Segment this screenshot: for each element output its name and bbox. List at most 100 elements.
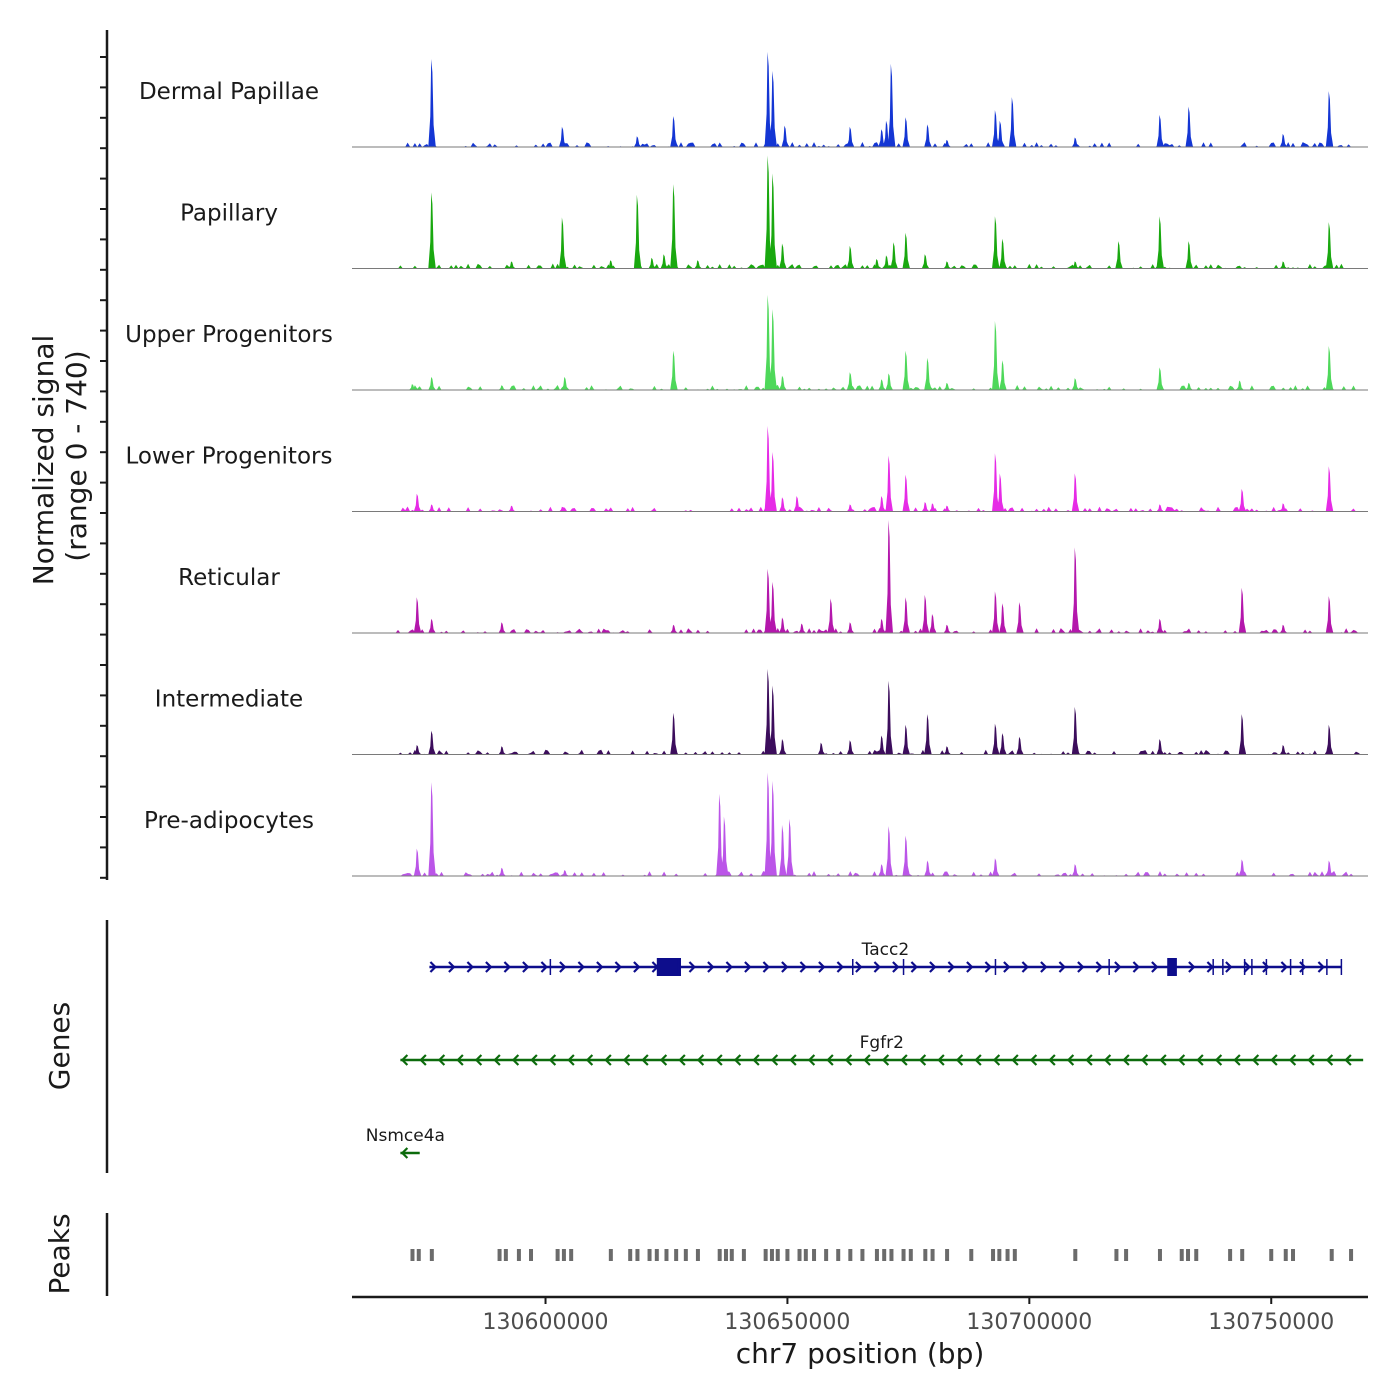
peak-region — [664, 1249, 669, 1261]
track-label: Upper Progenitors — [125, 322, 333, 348]
peak-region — [969, 1249, 974, 1261]
peak-region — [1269, 1249, 1274, 1261]
gene-label: Nsmce4a — [366, 1126, 445, 1146]
peak-region — [1228, 1249, 1233, 1261]
peak-region — [608, 1249, 613, 1261]
peak-region — [874, 1249, 879, 1261]
track-label: Lower Progenitors — [126, 444, 333, 470]
peak-region — [647, 1249, 652, 1261]
peak-region — [945, 1249, 950, 1261]
peak-region — [1073, 1249, 1078, 1261]
signal-noise-area — [352, 871, 1368, 876]
signal-peaks-area — [428, 51, 1334, 147]
peak-region — [1291, 1249, 1296, 1261]
peak-region — [803, 1249, 808, 1261]
y-axis-title-line1: Normalized signal — [27, 335, 60, 586]
peak-region — [635, 1249, 640, 1261]
signal-peaks-area — [409, 294, 1334, 390]
gene-exon — [656, 958, 681, 976]
peak-region — [723, 1249, 728, 1261]
peak-region — [1157, 1249, 1162, 1261]
signal-peaks-area — [413, 772, 1334, 876]
peak-region — [882, 1249, 887, 1261]
gene-label: Tacc2 — [861, 940, 910, 960]
signal-noise-area — [352, 749, 1368, 755]
peak-region — [889, 1249, 894, 1261]
peak-region — [812, 1249, 817, 1261]
track-label: Intermediate — [155, 687, 303, 713]
signal-noise-area — [352, 628, 1368, 633]
x-tick-label: 130600000 — [483, 1310, 609, 1335]
peak-region — [769, 1249, 774, 1261]
gene-strand-arrows — [400, 1054, 1352, 1066]
peak-region — [628, 1249, 633, 1261]
peak-region — [991, 1249, 996, 1261]
peak-region — [529, 1249, 534, 1261]
peak-region — [503, 1249, 508, 1261]
signal-peaks-area — [413, 520, 1334, 633]
peak-region — [683, 1249, 688, 1261]
peak-region — [923, 1249, 928, 1261]
peak-region — [930, 1249, 935, 1261]
peak-region — [516, 1249, 521, 1261]
peak-region — [1186, 1249, 1191, 1261]
signal-peaks-area — [413, 425, 1334, 512]
peak-region — [860, 1249, 865, 1261]
peak-region — [1194, 1249, 1199, 1261]
signal-noise-area — [352, 385, 1368, 390]
peak-region — [785, 1249, 790, 1261]
gene-strand-arrows — [429, 961, 1325, 973]
peak-region — [741, 1249, 746, 1261]
peak-region — [1012, 1249, 1017, 1261]
track-label: Dermal Papillae — [139, 79, 319, 105]
x-tick-label: 130650000 — [724, 1310, 850, 1335]
peak-region — [997, 1249, 1002, 1261]
peak-region — [416, 1249, 421, 1261]
peak-region — [555, 1249, 560, 1261]
peak-region — [1005, 1249, 1010, 1261]
peak-region — [1124, 1249, 1129, 1261]
peak-region — [1283, 1249, 1288, 1261]
peak-region — [824, 1249, 829, 1261]
peak-region — [836, 1249, 841, 1261]
track-label: Papillary — [180, 201, 278, 227]
track-label: Reticular — [178, 565, 280, 591]
peak-region — [1179, 1249, 1184, 1261]
peak-region — [1240, 1249, 1245, 1261]
peak-region — [908, 1249, 913, 1261]
peak-region — [654, 1249, 659, 1261]
peak-region — [729, 1249, 734, 1261]
track-label: Pre-adipocytes — [144, 808, 314, 834]
peak-region — [848, 1249, 853, 1261]
peak-region — [763, 1249, 768, 1261]
peak-region — [429, 1249, 434, 1261]
peak-region — [561, 1249, 566, 1261]
signal-noise-area — [352, 263, 1368, 269]
signal-noise-area — [352, 142, 1368, 147]
peak-region — [695, 1249, 700, 1261]
x-tick-label: 130750000 — [1208, 1310, 1334, 1335]
peak-region — [775, 1249, 780, 1261]
peak-region — [497, 1249, 502, 1261]
peaks-panel-label: Peaks — [43, 1213, 76, 1294]
y-axis-title-line2: (range 0 - 740) — [60, 350, 93, 561]
x-axis-title: chr7 position (bp) — [736, 1337, 985, 1370]
gene-label: Fgfr2 — [860, 1033, 904, 1053]
peak-region — [1329, 1249, 1334, 1261]
peak-region — [410, 1249, 415, 1261]
gene-exon — [1167, 958, 1177, 976]
peak-region — [797, 1249, 802, 1261]
signal-noise-area — [352, 506, 1368, 512]
peak-region — [717, 1249, 722, 1261]
x-tick-label: 130700000 — [966, 1310, 1092, 1335]
peak-region — [1349, 1249, 1354, 1261]
peak-region — [569, 1249, 574, 1261]
peak-region — [674, 1249, 679, 1261]
signal-peaks-area — [413, 668, 1334, 755]
peak-region — [901, 1249, 906, 1261]
genes-panel-label: Genes — [43, 1002, 76, 1090]
gene-strand-arrows — [400, 1147, 409, 1159]
peak-region — [1114, 1249, 1119, 1261]
